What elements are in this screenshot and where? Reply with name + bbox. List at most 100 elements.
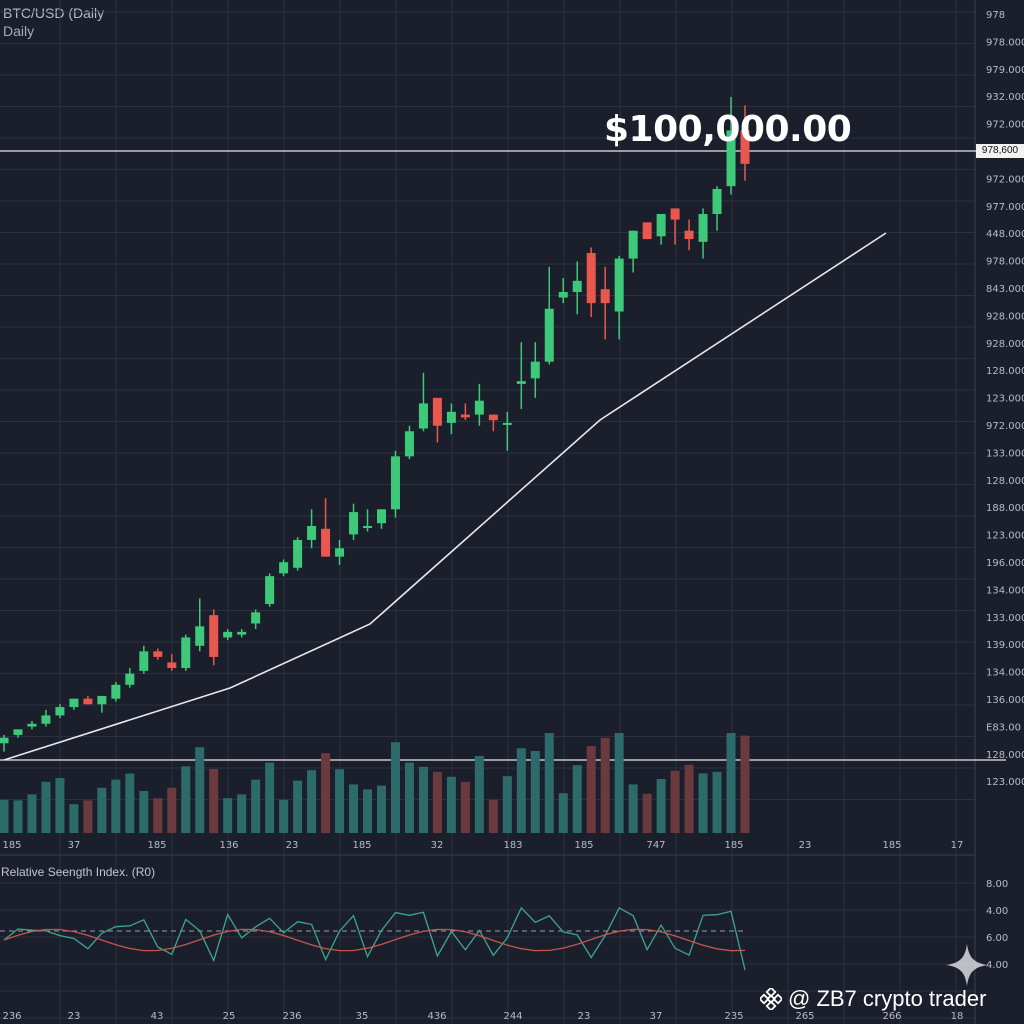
volume-bar (293, 780, 303, 833)
volume-bar (251, 779, 261, 833)
candle-body (614, 258, 624, 312)
candle-body (418, 403, 428, 429)
candle-body (740, 130, 750, 164)
candle-body (530, 361, 540, 379)
price-axis-label: 978.000 (986, 37, 1024, 48)
price-axis-label: 133.000 (986, 613, 1024, 624)
candle-body (167, 662, 177, 669)
price-axis-label: 123.000 (986, 394, 1024, 405)
candle-body (279, 562, 289, 574)
price-axis-label: 448.000 (986, 229, 1024, 240)
price-axis-label: 979.000 (986, 65, 1024, 76)
candle-body (474, 400, 484, 415)
price-annotation: $100,000.00 (604, 109, 852, 150)
candle-body (97, 695, 107, 705)
time-axis-label: 747 (646, 840, 665, 851)
candle-body (251, 612, 261, 624)
candle-body (139, 651, 149, 671)
candle-body (712, 188, 722, 214)
volume-bar (474, 756, 484, 833)
rsi-axis-label: 6.00 (986, 933, 1008, 944)
volume-bar (446, 776, 456, 833)
candle-body (684, 230, 694, 240)
candle-body (628, 230, 638, 259)
watermark: @ ZB7 crypto trader (760, 986, 986, 1012)
price-axis-label: 972.000 (986, 421, 1024, 432)
rsi-time-axis-label: 35 (356, 1011, 369, 1022)
rsi-time-axis-label: 436 (427, 1011, 446, 1022)
volume-bar (349, 784, 359, 833)
volume-bar (55, 778, 65, 833)
volume-bar (69, 804, 79, 833)
candle-body (349, 512, 359, 535)
price-axis-label: 134.000 (986, 585, 1024, 596)
volume-bar (97, 787, 107, 833)
candle-body (153, 651, 163, 657)
price-axis-label: 123.000 (986, 777, 1024, 788)
volume-bar (111, 779, 121, 833)
time-axis-label: 17 (951, 840, 964, 851)
candle-body (293, 539, 303, 568)
price-axis-label: 123.000 (986, 531, 1024, 542)
volume-bar (167, 787, 177, 833)
volume-bar (544, 733, 554, 833)
volume-bar (670, 770, 680, 833)
rsi-axis-label: 8.00 (986, 879, 1008, 890)
candle-body (307, 526, 317, 540)
time-axis-label: 185 (2, 840, 21, 851)
time-axis-label: 185 (882, 840, 901, 851)
volume-bar (13, 800, 23, 833)
rsi-time-axis-label: 18 (951, 1011, 964, 1022)
price-axis-label: 136.000 (986, 695, 1024, 706)
price-axis-label: 128.000 (986, 750, 1024, 761)
volume-bar (139, 791, 149, 833)
price-axis-label: 188.000 (986, 503, 1024, 514)
price-tag: 978,600 (976, 144, 1024, 158)
candle-body (83, 698, 93, 705)
time-axis-label: 185 (574, 840, 593, 851)
price-axis-label: 978 (986, 10, 1005, 21)
price-axis-label: E83.00 (986, 722, 1021, 733)
volume-bar (614, 733, 624, 833)
time-axis-label: 185 (147, 840, 166, 851)
price-axis-label: 972.000 (986, 120, 1024, 131)
candle-body (125, 673, 135, 685)
volume-bar (27, 794, 37, 833)
rsi-time-axis-label: 23 (578, 1011, 591, 1022)
rsi-time-axis-label: 37 (650, 1011, 663, 1022)
candle-body (363, 526, 373, 528)
candle-body (544, 308, 554, 362)
volume-bar (488, 799, 498, 833)
candle-body (265, 576, 275, 604)
candle-body (237, 631, 247, 635)
volume-bar (684, 764, 694, 833)
volume-bar (698, 773, 708, 833)
time-axis-label: 183 (503, 840, 522, 851)
time-axis-label: 23 (286, 840, 299, 851)
volume-bar (181, 766, 191, 833)
candle-body (572, 280, 582, 292)
volume-bar (41, 781, 51, 833)
time-axis-label: 23 (799, 840, 812, 851)
volume-bar (740, 735, 750, 833)
candle-body (376, 509, 386, 524)
candle-body (69, 698, 79, 708)
rsi-label: Relative Seength Index. (R0) (1, 865, 156, 879)
volume-bar (572, 765, 582, 833)
volume-bar (586, 746, 596, 833)
rsi-time-axis-label: 235 (724, 1011, 743, 1022)
volume-bar (223, 798, 233, 833)
candle-body (586, 253, 596, 304)
volume-bar (153, 798, 163, 833)
candle-body (446, 411, 456, 423)
candle-body (516, 381, 526, 384)
rsi-time-axis-label: 43 (151, 1011, 164, 1022)
candle-body (111, 684, 121, 699)
candle-body (13, 729, 23, 735)
price-axis-label: 977.000 (986, 202, 1024, 213)
candle-body (335, 548, 345, 557)
rsi-time-axis-label: 244 (503, 1011, 522, 1022)
volume-bar (237, 794, 247, 833)
time-axis-label: 136 (219, 840, 238, 851)
